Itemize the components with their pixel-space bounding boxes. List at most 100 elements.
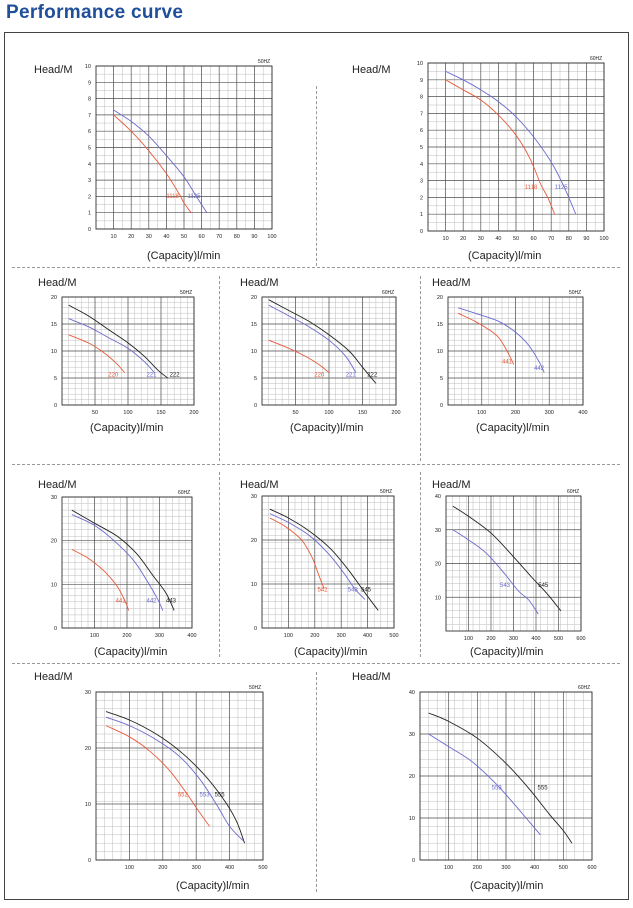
y-tick-label: 40 — [409, 690, 415, 696]
divider-horizontal-1 — [12, 267, 620, 268]
curve-label-1118: 1118 — [525, 185, 538, 191]
curve-label-555: 555 — [215, 793, 226, 799]
x-tick-label: 200 — [391, 410, 400, 416]
y-tick-label: 9 — [88, 80, 91, 86]
head-label: Head/M — [240, 277, 279, 289]
curve-1118 — [445, 79, 556, 215]
frequency-label: 60HZ — [578, 685, 590, 691]
x-tick-label: 300 — [155, 633, 164, 639]
curve-222 — [68, 304, 168, 379]
y-tick-label: 3 — [420, 179, 423, 185]
frequency-label: 50HZ — [258, 59, 270, 65]
divider-vertical-row2b — [420, 276, 421, 461]
chart-frame — [4, 32, 629, 900]
y-tick-label: 0 — [88, 227, 91, 233]
y-tick-label: 5 — [54, 376, 57, 382]
x-tick-label: 200 — [473, 865, 482, 871]
y-tick-label: 4 — [420, 162, 423, 168]
x-tick-label: 500 — [559, 865, 568, 871]
y-tick-label: 15 — [437, 322, 443, 328]
capacity-label: (Capacity)l/min — [290, 422, 364, 434]
curve-1118 — [113, 114, 192, 213]
x-tick-label: 90 — [583, 236, 589, 242]
head-label: Head/M — [34, 64, 73, 76]
head-label: Head/M — [432, 479, 471, 491]
y-tick-label: 1 — [88, 211, 91, 217]
capacity-label: (Capacity)l/min — [470, 646, 544, 658]
y-tick-label: 10 — [435, 595, 441, 601]
x-tick-label: 60 — [199, 234, 205, 240]
curve-label-555: 555 — [538, 785, 549, 791]
x-tick-label: 80 — [234, 234, 240, 240]
frequency-label: 60HZ — [590, 56, 602, 62]
curve-221 — [68, 318, 155, 373]
x-tick-label: 400 — [578, 410, 587, 416]
y-tick-label: 0 — [420, 229, 423, 235]
curve-label-553: 553 — [492, 785, 503, 791]
x-tick-label: 400 — [531, 636, 540, 642]
y-tick-label: 10 — [85, 802, 91, 808]
y-tick-label: 30 — [51, 495, 57, 501]
curve-label-222: 222 — [367, 372, 378, 378]
x-tick-label: 500 — [389, 633, 398, 639]
x-tick-label: 100 — [599, 236, 608, 242]
plot-frame — [95, 65, 273, 230]
y-tick-label: 9 — [420, 78, 423, 84]
x-tick-label: 150 — [358, 410, 367, 416]
frequency-label: 60HZ — [382, 290, 394, 296]
x-tick-label: 30 — [146, 234, 152, 240]
curve-label-221: 221 — [146, 372, 157, 378]
x-tick-label: 70 — [548, 236, 554, 242]
x-tick-label: 400 — [530, 865, 539, 871]
x-tick-label: 150 — [156, 410, 165, 416]
x-tick-label: 100 — [284, 633, 293, 639]
x-tick-label: 400 — [225, 865, 234, 871]
y-tick-label: 30 — [435, 528, 441, 534]
plot-frame — [419, 691, 593, 861]
y-tick-label: 2 — [88, 194, 91, 200]
curve-553 — [428, 733, 541, 836]
y-tick-label: 4 — [88, 162, 91, 168]
curve-220 — [68, 334, 126, 373]
x-tick-label: 600 — [587, 865, 596, 871]
y-tick-label: 20 — [251, 538, 257, 544]
curve-label-553: 553 — [200, 793, 211, 799]
capacity-label: (Capacity)l/min — [176, 880, 250, 892]
curve-441 — [71, 549, 130, 611]
y-tick-label: 3 — [88, 178, 91, 184]
y-tick-label: 30 — [251, 494, 257, 500]
y-tick-label: 20 — [251, 295, 257, 301]
curve-label-552: 552 — [178, 793, 189, 799]
y-tick-label: 20 — [409, 774, 415, 780]
frequency-label: 50HZ — [249, 685, 261, 691]
plot-frame — [447, 296, 584, 406]
x-tick-label: 50 — [92, 410, 98, 416]
x-tick-label: 300 — [337, 633, 346, 639]
curve-443 — [71, 509, 175, 611]
curve-label-222: 222 — [170, 372, 181, 378]
x-tick-label: 300 — [545, 410, 554, 416]
y-tick-label: 7 — [420, 111, 423, 117]
curve-543 — [269, 513, 366, 600]
x-tick-label: 10 — [443, 236, 449, 242]
y-tick-label: 30 — [409, 732, 415, 738]
x-tick-label: 300 — [509, 636, 518, 642]
curve-label-543: 543 — [348, 587, 359, 593]
curve-label-442: 442 — [534, 366, 545, 372]
y-tick-label: 0 — [54, 626, 57, 632]
y-tick-label: 40 — [435, 494, 441, 500]
curve-222 — [268, 299, 377, 384]
frequency-label: 50HZ — [180, 290, 192, 296]
x-tick-label: 50 — [292, 410, 298, 416]
curve-label-441: 441 — [116, 599, 127, 605]
capacity-label: (Capacity)l/min — [468, 250, 542, 262]
curve-552 — [105, 725, 210, 827]
curve-545 — [269, 508, 379, 611]
x-tick-label: 50 — [181, 234, 187, 240]
x-tick-label: 20 — [460, 236, 466, 242]
x-tick-label: 100 — [477, 410, 486, 416]
x-tick-label: 500 — [258, 865, 267, 871]
